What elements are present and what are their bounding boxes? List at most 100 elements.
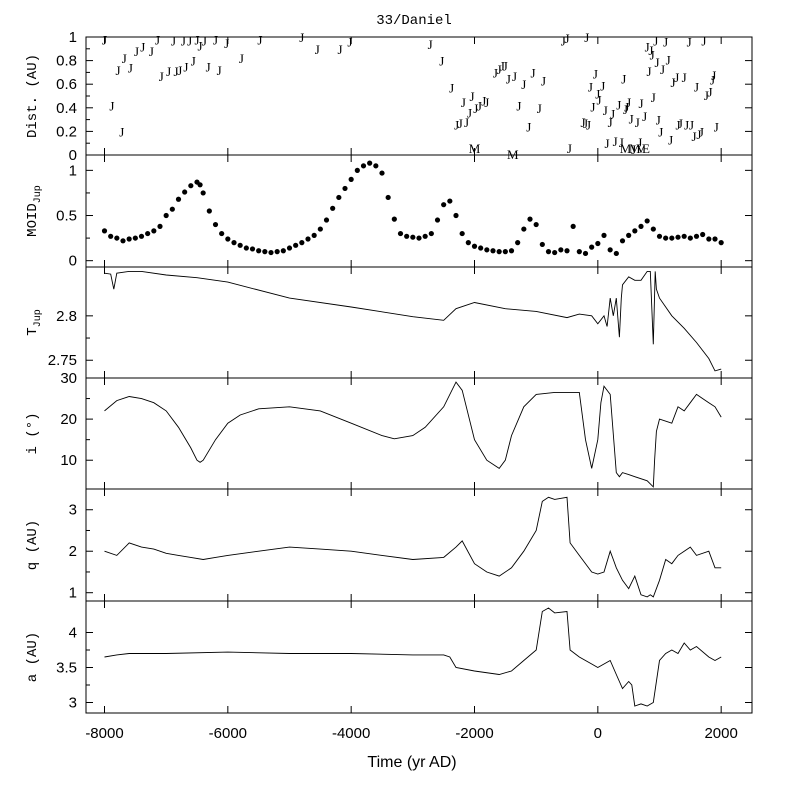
encounter-J: J	[645, 39, 650, 54]
encounter-J: J	[512, 69, 517, 84]
tjup-ylabel-sub: Jup	[33, 309, 44, 327]
encounter-M: M	[629, 141, 641, 156]
encounter-J: J	[428, 37, 433, 52]
encounter-J: J	[338, 42, 343, 57]
moid-point	[700, 231, 706, 238]
moid-point	[330, 205, 336, 211]
moid-point	[138, 233, 145, 239]
encounter-J: J	[674, 70, 679, 85]
moid-point	[644, 218, 650, 224]
encounter-J: J	[217, 63, 222, 78]
encounter-J: J	[213, 32, 218, 47]
moid-point	[342, 185, 348, 192]
encounter-J: J	[704, 88, 709, 103]
moid-point	[410, 234, 416, 240]
encounter-J: J	[299, 30, 304, 45]
encounter-J: J	[711, 68, 716, 83]
moid-point	[539, 241, 545, 248]
encounter-J: J	[567, 141, 572, 156]
encounter-J: J	[616, 97, 621, 112]
moid-point	[212, 221, 219, 228]
moid-ytick-label: 0	[69, 253, 77, 270]
moid-point	[120, 238, 126, 244]
encounter-J: J	[581, 115, 586, 130]
moid-point	[145, 230, 151, 237]
moid-point	[262, 249, 268, 255]
encounter-J: J	[484, 95, 489, 110]
moid-point	[570, 223, 576, 229]
a-series-line	[104, 607, 722, 707]
moid-point	[465, 240, 471, 246]
a-ytick-label: 3	[69, 695, 77, 712]
dist-ylabel: Dist. (AU)	[25, 54, 41, 138]
encounter-J: J	[694, 80, 699, 95]
encounter-J: J	[701, 34, 706, 49]
encounter-J: J	[561, 34, 566, 49]
moid-point	[478, 245, 484, 251]
incl-ytick-label: 30	[60, 370, 77, 387]
moid-point	[268, 249, 274, 256]
moid-point	[613, 250, 619, 257]
panel-a-frame	[85, 600, 753, 714]
encounter-J: J	[678, 116, 683, 131]
encounter-J: J	[708, 84, 713, 99]
moid-point	[323, 217, 330, 223]
tjup-ytick-label: 2.75	[48, 352, 77, 369]
dist-ytick-label: 1	[69, 29, 77, 46]
moid-point	[669, 235, 675, 241]
encounter-J: J	[648, 43, 653, 58]
moid-point	[280, 248, 286, 254]
moid-point	[601, 232, 607, 238]
x-tick-label: 2000	[704, 725, 737, 742]
moid-point	[576, 249, 582, 255]
moid-point	[441, 202, 447, 208]
encounter-J: J	[619, 135, 624, 150]
moid-point	[182, 189, 188, 195]
encounter-J: J	[710, 72, 715, 87]
moid-point	[237, 242, 243, 248]
encounter-J: J	[128, 61, 133, 76]
incl-series-line	[104, 381, 722, 488]
panel-moid-frame	[85, 154, 753, 268]
moid-point	[595, 240, 601, 247]
encounter-J: J	[181, 34, 186, 49]
moid-point	[274, 249, 280, 255]
moid-point	[385, 194, 391, 201]
encounter-J: J	[206, 60, 211, 75]
moid-point	[163, 212, 169, 219]
encounter-J: J	[682, 70, 687, 85]
encounter-J: J	[159, 69, 164, 84]
encounter-J: J	[651, 90, 656, 105]
encounter-J: J	[461, 95, 466, 110]
encounter-J: J	[526, 120, 531, 135]
q-ytick-label: 3	[69, 502, 77, 519]
moid-ytick-label: 0.5	[56, 208, 77, 225]
encounter-M: M	[469, 141, 481, 156]
encounter-J: J	[155, 32, 160, 47]
encounter-J: J	[516, 98, 521, 113]
moid-point	[428, 230, 434, 237]
dist-ytick-label: 0.8	[56, 53, 77, 70]
encounter-J: J	[537, 101, 542, 116]
encounter-J: J	[621, 71, 626, 86]
encounter-J: J	[140, 39, 145, 54]
moid-point	[256, 248, 262, 254]
panel-tjup: 2.75 2.8 TJup	[25, 266, 753, 379]
moid-point	[404, 233, 410, 239]
moid-point	[108, 233, 114, 239]
encounter-V: V	[636, 141, 646, 156]
encounter-J: J	[454, 117, 459, 132]
encounter-J: J	[699, 124, 704, 139]
moid-point	[299, 240, 305, 246]
encounter-J: J	[626, 95, 631, 110]
encounter-J: J	[194, 32, 199, 47]
panel-incl-frame	[85, 377, 753, 490]
encounter-J: J	[642, 109, 647, 124]
encounter-J: J	[149, 44, 154, 59]
moid-ylabel: MOIDJup	[25, 185, 44, 237]
moid-point	[706, 236, 712, 242]
encounter-J: J	[503, 58, 508, 73]
encounter-J: J	[635, 115, 640, 130]
encounter-J: J	[477, 98, 482, 113]
